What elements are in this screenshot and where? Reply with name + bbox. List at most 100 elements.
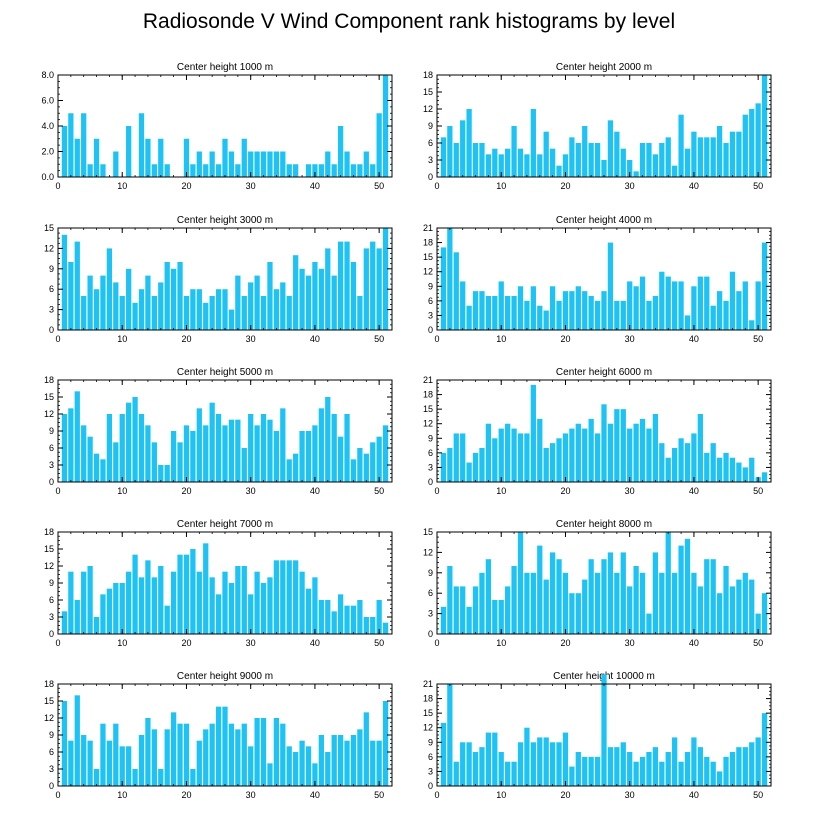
histogram-bar bbox=[138, 414, 145, 482]
histogram-bar bbox=[119, 746, 125, 786]
histogram-bar bbox=[485, 296, 492, 330]
histogram-bar bbox=[305, 588, 312, 634]
histogram-bar bbox=[447, 228, 453, 330]
histogram-bar bbox=[562, 572, 569, 634]
y-tick-label: 9 bbox=[49, 426, 54, 436]
y-tick-label: 18 bbox=[44, 375, 54, 385]
histogram-bar bbox=[562, 433, 569, 482]
histogram-bar bbox=[151, 164, 157, 177]
histogram-bar bbox=[594, 143, 601, 177]
histogram-bar bbox=[672, 165, 678, 177]
histogram-bar bbox=[100, 594, 106, 634]
histogram-bar bbox=[607, 120, 614, 177]
histogram-bar bbox=[382, 75, 389, 177]
x-tick-label: 20 bbox=[560, 181, 570, 191]
histogram-bar bbox=[665, 532, 671, 634]
histogram-panel: Center height 8000 m 0 10 20 30 40 50 0 3 6 9 12 15 bbox=[423, 519, 772, 648]
histogram-bar bbox=[517, 148, 524, 177]
histogram-bar bbox=[575, 143, 581, 177]
histogram-bar bbox=[556, 438, 562, 482]
histogram-bar bbox=[588, 756, 594, 786]
histogram-bar bbox=[299, 268, 305, 330]
histogram-bar bbox=[659, 143, 665, 177]
histogram-bar bbox=[472, 143, 479, 177]
x-tick-label: 10 bbox=[496, 181, 506, 191]
histogram-bar bbox=[61, 701, 68, 786]
histogram-bar bbox=[736, 747, 742, 786]
histogram-bar bbox=[537, 545, 543, 634]
histogram-bar bbox=[344, 151, 350, 177]
x-tick-label: 10 bbox=[117, 486, 127, 496]
histogram-bar bbox=[382, 425, 389, 482]
x-tick-label: 40 bbox=[689, 334, 699, 344]
histogram-bar bbox=[363, 248, 369, 330]
histogram-bar bbox=[61, 234, 68, 330]
histogram-bar bbox=[530, 286, 536, 330]
histogram-bar bbox=[61, 611, 68, 634]
y-tick-label: 0 bbox=[428, 172, 433, 182]
histogram-bar bbox=[87, 740, 93, 786]
histogram-bar bbox=[479, 448, 485, 482]
histogram-bar bbox=[293, 453, 299, 482]
histogram-bar bbox=[447, 566, 453, 634]
histogram-bar bbox=[215, 414, 222, 482]
histogram-bar bbox=[190, 289, 196, 330]
histogram-bar bbox=[286, 746, 292, 786]
histogram-bar bbox=[132, 554, 138, 634]
histogram-bar bbox=[716, 457, 723, 482]
x-tick-label: 30 bbox=[246, 181, 256, 191]
histogram-panel: Center height 7000 m 0 10 20 30 40 50 0 3 6 9 12 15 1… bbox=[44, 519, 393, 648]
histogram-bar bbox=[280, 560, 286, 634]
histogram-bar bbox=[331, 414, 337, 482]
histogram-bar bbox=[492, 600, 498, 634]
histogram-bar bbox=[87, 164, 93, 177]
histogram-bar bbox=[440, 722, 447, 786]
histogram-bar bbox=[466, 606, 472, 634]
histogram-bar bbox=[370, 442, 376, 482]
y-tick-label: 3 bbox=[49, 764, 54, 774]
histogram-bar bbox=[697, 414, 703, 482]
histogram-bar bbox=[453, 761, 459, 786]
histogram-bar bbox=[331, 275, 337, 330]
y-tick-label: 18 bbox=[44, 679, 54, 689]
histogram-bar bbox=[93, 769, 100, 786]
histogram-bar bbox=[331, 611, 337, 634]
x-tick-label: 50 bbox=[374, 486, 384, 496]
histogram-bar bbox=[691, 131, 697, 177]
y-tick-label: 15 bbox=[423, 708, 433, 718]
histogram-bar bbox=[569, 291, 575, 330]
x-tick-label: 40 bbox=[689, 638, 699, 648]
histogram-bar bbox=[569, 428, 575, 482]
histogram-bar bbox=[190, 769, 196, 786]
histogram-bar bbox=[215, 594, 222, 634]
y-tick-label: 6 bbox=[428, 296, 433, 306]
histogram-bar bbox=[215, 289, 222, 330]
y-tick-label: 18 bbox=[423, 238, 433, 248]
histogram-bar bbox=[440, 137, 447, 177]
histogram-bar bbox=[601, 559, 607, 634]
histogram-bar bbox=[280, 151, 286, 177]
histogram-bar bbox=[363, 453, 369, 482]
x-tick-label: 40 bbox=[310, 181, 320, 191]
histogram-bar bbox=[466, 742, 472, 786]
histogram-bar bbox=[74, 138, 80, 177]
histogram-bar bbox=[235, 566, 241, 634]
histogram-bar bbox=[183, 554, 190, 634]
histogram-bar bbox=[286, 164, 292, 177]
y-tick-label: 12 bbox=[44, 561, 54, 571]
histogram-bar bbox=[549, 148, 556, 177]
histogram-bar bbox=[530, 384, 536, 482]
histogram-bar bbox=[665, 137, 671, 177]
histogram-bar bbox=[479, 572, 485, 634]
x-tick-label: 30 bbox=[625, 334, 635, 344]
histogram-bar bbox=[376, 436, 382, 482]
y-tick-label: 12 bbox=[423, 419, 433, 429]
histogram-bar bbox=[344, 740, 350, 786]
histogram-bar bbox=[440, 452, 447, 482]
histogram-bar bbox=[196, 151, 202, 177]
histogram-bar bbox=[588, 559, 594, 634]
histogram-bar bbox=[248, 282, 254, 330]
histogram-bar bbox=[170, 571, 177, 634]
histogram-bar bbox=[305, 431, 312, 482]
histogram-bar bbox=[729, 752, 736, 786]
